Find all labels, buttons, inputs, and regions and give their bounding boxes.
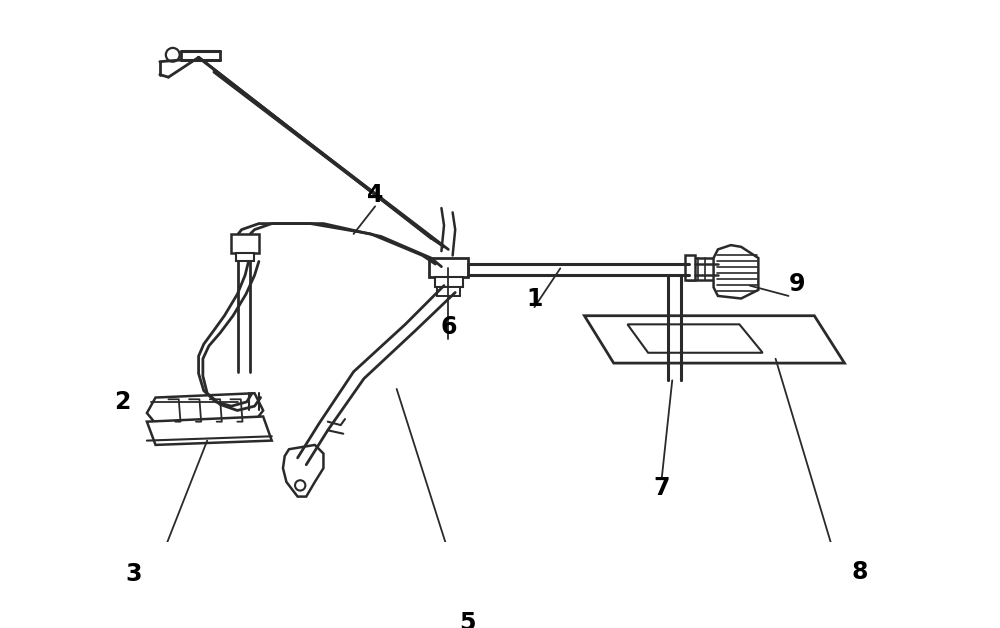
Text: 1: 1 — [526, 286, 543, 310]
Text: 4: 4 — [367, 183, 383, 207]
Polygon shape — [147, 416, 272, 445]
Polygon shape — [147, 393, 263, 423]
Polygon shape — [584, 316, 844, 363]
Bar — [437, 288, 460, 296]
Bar — [236, 253, 254, 261]
Text: 8: 8 — [852, 560, 868, 583]
Text: 2: 2 — [115, 390, 131, 414]
Text: 3: 3 — [126, 562, 142, 586]
Polygon shape — [283, 445, 323, 497]
Text: 5: 5 — [459, 611, 476, 628]
Bar — [685, 256, 695, 279]
Bar — [231, 234, 259, 253]
Bar — [429, 258, 468, 277]
Polygon shape — [627, 324, 763, 353]
Text: 9: 9 — [789, 272, 805, 296]
Text: 6: 6 — [440, 315, 457, 339]
Text: 7: 7 — [654, 476, 670, 500]
Bar — [435, 277, 463, 288]
Bar — [688, 258, 718, 279]
Polygon shape — [714, 245, 758, 298]
